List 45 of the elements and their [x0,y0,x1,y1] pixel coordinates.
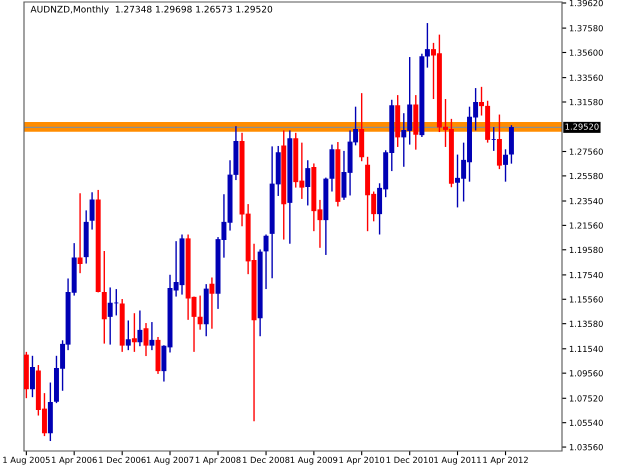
candlestick [424,22,430,68]
x-tick-label: 1 Dec 2008 [242,456,290,464]
x-tick-label: 1 Dec 2006 [99,456,146,464]
candlestick [149,321,154,351]
candlestick [305,160,310,206]
y-tick-label: 1.31580 [570,98,603,106]
candlestick [30,355,35,398]
candlestick [503,148,508,182]
x-tick-label: 1 Apr 2012 [483,456,528,465]
x-tick-label: 1 Dec 2010 [386,456,434,464]
x-tick-label: 1 Aug 2007 [146,456,194,465]
y-tick-label: 1.27560 [570,148,603,155]
ref-line-label: 1.29520 [566,123,599,130]
y-tick-label: 1.17540 [570,272,603,278]
chart-title: AUDNZD,Monthly 1.27348 1.29698 1.26573 1.29520 [30,6,272,14]
y-tick-label: 1.07520 [570,395,603,402]
y-tick-label: 1.39620 [570,0,603,6]
y-tick-label: 1.33560 [570,74,603,81]
y-tick-label: 1.05540 [570,420,603,426]
x-tick-label: 1 Aug 2005 [3,456,50,465]
y-tick-label: 1.11540 [570,346,603,352]
x-tick-label: 1 Apr 2010 [339,456,384,465]
x-tick-label: 1 Apr 2006 [52,456,97,465]
y-tick-label: 1.25580 [570,172,603,180]
candlestick [479,86,484,116]
candlestick [90,192,95,230]
y-tick-label: 1.19580 [570,246,603,254]
candlestick [144,322,148,357]
x-tick-label: 1 Aug 2011 [434,456,481,465]
y-tick-label: 1.21560 [570,222,603,229]
y-tick-label: 1.37580 [570,25,603,32]
y-tick-label: 1.15560 [570,296,603,303]
y-tick-label: 1.23540 [570,198,603,204]
candlestick [132,312,137,353]
y-tick-label: 1.35600 [570,49,603,56]
y-tick-label: 1.03560 [570,444,603,450]
candlestick [126,320,131,351]
y-tick-label: 1.13580 [570,320,603,327]
candlestick [78,192,83,274]
x-tick-label: 1 Aug 2009 [290,456,338,465]
candlestick [264,234,269,290]
x-tick-label: 1 Apr 2008 [196,456,241,465]
y-tick-label: 1.09560 [570,370,603,376]
candlestick [137,310,142,347]
candlestick [209,276,214,330]
